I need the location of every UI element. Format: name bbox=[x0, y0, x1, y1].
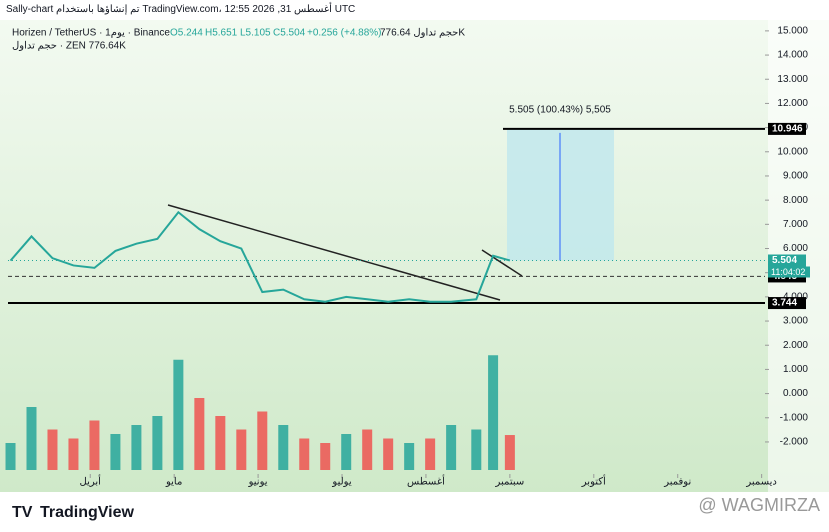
y-tick-label: 10.000 bbox=[777, 146, 808, 157]
trendline bbox=[167, 204, 501, 301]
volume-bar bbox=[383, 438, 394, 470]
volume-bar bbox=[446, 425, 457, 470]
watermark: @ WAGMIRZA bbox=[698, 495, 820, 515]
legend-symbol: Horizen / TetherUS · 1يوم · Binance bbox=[12, 28, 170, 39]
legend-change: +0.256 (+4.88%) bbox=[307, 28, 382, 39]
x-tick-label: يونيو bbox=[248, 477, 268, 488]
volume-bar bbox=[47, 429, 58, 470]
x-tick-label: أكتوبر bbox=[581, 475, 606, 488]
y-tick-label: 12.000 bbox=[777, 98, 808, 109]
y-tick-label: 15.000 bbox=[777, 26, 808, 37]
volume-bar bbox=[194, 398, 205, 470]
y-tick-label: 3.000 bbox=[783, 316, 808, 327]
volume-bar bbox=[257, 411, 268, 470]
volume-bar bbox=[341, 434, 352, 470]
x-tick-label: نوفمبر bbox=[663, 477, 691, 488]
volume-bar bbox=[152, 416, 163, 470]
price-marker: 10.946 bbox=[772, 124, 803, 135]
volume-bar bbox=[5, 443, 16, 470]
y-tick-label: 1.000 bbox=[783, 364, 808, 375]
trendline-short bbox=[481, 249, 523, 277]
volume-bar bbox=[488, 355, 499, 470]
volume-bar bbox=[425, 438, 436, 470]
y-tick-label: 0.000 bbox=[783, 388, 808, 399]
legend-high: H5.651 bbox=[205, 28, 238, 39]
x-tick-label: أغسطس bbox=[407, 475, 445, 488]
volume-bar bbox=[110, 434, 121, 470]
x-tick-label: يوليو bbox=[331, 477, 351, 488]
volume-bar bbox=[471, 429, 482, 470]
volume-bar bbox=[504, 435, 515, 470]
chart-background bbox=[0, 20, 829, 492]
volume-bar bbox=[173, 359, 184, 470]
price-marker: 5.504 bbox=[772, 255, 797, 266]
x-tick-label: ديسمبر bbox=[745, 477, 776, 488]
y-tick-label: -2.000 bbox=[780, 437, 809, 448]
footer-icon: TV bbox=[12, 504, 33, 521]
y-tick-label: -1.000 bbox=[780, 412, 809, 423]
legend-open: O5.244 bbox=[170, 28, 203, 39]
x-tick-label: مايو bbox=[165, 477, 182, 488]
price-marker: 3.744 bbox=[772, 298, 797, 309]
volume-bar bbox=[320, 443, 331, 470]
y-tick-label: 14.000 bbox=[777, 50, 808, 61]
footer-bg bbox=[0, 496, 829, 532]
volume-bar bbox=[68, 438, 79, 470]
volume-bar bbox=[215, 416, 226, 470]
y-tick-label: 9.000 bbox=[783, 171, 808, 182]
legend-close: C5.504 bbox=[273, 28, 306, 39]
volume-bar bbox=[404, 443, 415, 470]
volume-bar bbox=[278, 425, 289, 470]
volume-bar bbox=[236, 429, 247, 470]
price-line bbox=[9, 210, 511, 303]
volume-bar bbox=[362, 429, 373, 470]
legend-volume: حجم تداول 776.64K bbox=[380, 28, 465, 39]
y-tick-label: 2.000 bbox=[783, 340, 808, 351]
price-marker-bg bbox=[768, 254, 806, 267]
x-tick-label: سبتمبر bbox=[495, 477, 525, 488]
legend-volume-line: حجم تداول · ZEN 776.64K bbox=[12, 41, 126, 52]
header: Sally-chart تم إنشاؤها باستخدام TradingV… bbox=[6, 4, 356, 15]
countdown: 11:04:02 bbox=[771, 267, 805, 277]
volume-bar bbox=[299, 438, 310, 470]
footer-logo: TradingView bbox=[40, 504, 135, 521]
y-tick-label: 13.000 bbox=[777, 74, 808, 85]
legend-low: L5.105 bbox=[240, 28, 271, 39]
y-tick-label: 7.000 bbox=[783, 219, 808, 230]
x-tick-label: أبريل bbox=[80, 475, 102, 488]
price-marker-bg bbox=[768, 122, 806, 135]
volume-bar bbox=[89, 420, 100, 470]
y-tick-label: 8.000 bbox=[783, 195, 808, 206]
countdown-bg bbox=[768, 266, 810, 278]
volume-bar bbox=[26, 407, 37, 470]
y-tick-label: 6.000 bbox=[783, 243, 808, 254]
price-marker-bg bbox=[768, 297, 806, 310]
volume-bar bbox=[131, 425, 142, 470]
y-tick-label: 4.000 bbox=[783, 292, 808, 303]
position-label: 5.505 (100.43%) 5,505 bbox=[509, 105, 611, 116]
